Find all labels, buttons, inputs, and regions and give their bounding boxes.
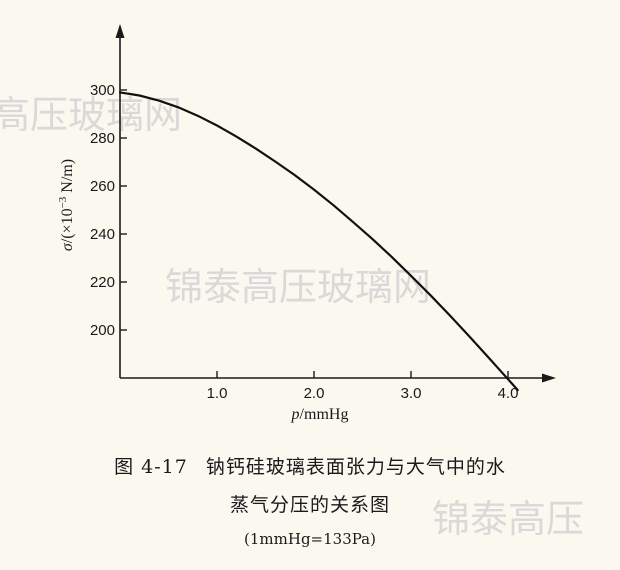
y-axis-arrow bbox=[115, 24, 125, 38]
y-tick-label: 200 bbox=[90, 322, 115, 339]
figure-number: 图 4-17 bbox=[114, 456, 188, 478]
y-ticks: 200 220 240 260 280 300 bbox=[90, 82, 127, 339]
x-axis-title: p/mmHg bbox=[291, 406, 349, 423]
y-axis-unit-exp: −3 bbox=[57, 196, 69, 208]
x-axis-arrow bbox=[542, 373, 556, 383]
y-axis-var: σ bbox=[59, 242, 76, 251]
x-tick-label: 1.0 bbox=[207, 385, 228, 402]
x-tick-label: 2.0 bbox=[304, 385, 325, 402]
x-tick-label: 3.0 bbox=[401, 385, 422, 402]
figure-caption-line1: 图 4-17 钠钙硅玻璃表面张力与大气中的水 bbox=[0, 452, 620, 479]
y-axis-unit-suffix: N/m) bbox=[59, 159, 76, 197]
x-axis-var: p bbox=[291, 406, 300, 423]
series-layer bbox=[118, 91, 519, 392]
y-tick-label: 240 bbox=[90, 226, 115, 243]
y-axis-unit-prefix: /(×10 bbox=[59, 208, 76, 243]
series-line bbox=[118, 91, 519, 392]
y-axis-title: σ/(×10−3 N/m) bbox=[57, 159, 76, 251]
watermark-top-left: 高压玻璃网 bbox=[0, 93, 182, 137]
figure-caption-unit-note: (1mmHg=133Pa) bbox=[244, 530, 376, 548]
y-tick-label: 220 bbox=[90, 274, 115, 291]
caption-title-part1: 钠钙硅玻璃表面张力与大气中的水 bbox=[205, 456, 506, 478]
y-tick-label: 260 bbox=[90, 178, 115, 195]
chart: 高压玻璃网 锦泰高压玻璃网 1.0 2.0 3.0 4.0 2002202402602… bbox=[0, 24, 556, 423]
figure-caption-line2: 蒸气分压的关系图 bbox=[229, 494, 390, 516]
y-tick-label: 300 bbox=[90, 82, 115, 99]
watermark-center: 锦泰高压玻璃网 bbox=[165, 265, 431, 309]
x-axis-unit: /mmHg bbox=[300, 406, 349, 423]
x-ticks: 1.0 2.0 3.0 4.0 bbox=[207, 371, 519, 402]
y-tick-label: 280 bbox=[90, 130, 115, 147]
x-tick-label: 4.0 bbox=[498, 385, 519, 402]
